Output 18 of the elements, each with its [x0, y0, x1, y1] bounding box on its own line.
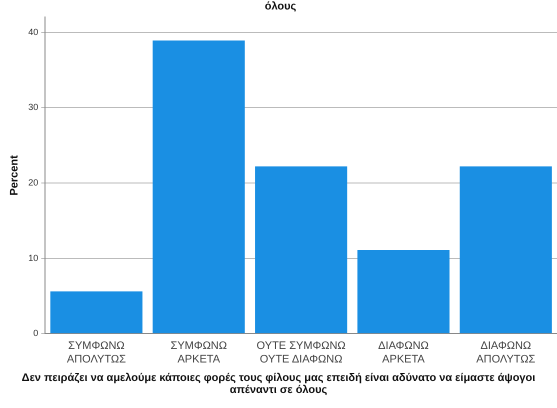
x-tick-label: ΟΥΤΕ ΣΥΜΦΩΝΩ ΟΥΤΕ ΔΙΑΦΩΝΩ — [256, 340, 346, 366]
x-tick-label: ΔΙΑΦΩΝΩ ΑΡΚΕΤΑ — [378, 340, 429, 366]
x-tick-label: ΣΥΜΦΩΝΩ ΑΡΚΕΤΑ — [170, 340, 227, 366]
bar — [357, 250, 450, 334]
x-tick-label: ΔΙΑΦΩΝΩ ΑΠΟΛΥΤΩΣ — [476, 340, 536, 366]
y-tick-label: 40 — [28, 26, 38, 37]
x-axis-title: Δεν πειράζει να αμελούμε κάποιες φορές τους φίλους μας επειδή είναι αδύνατο να είμαστε άψογοι απέναντι σε όλους — [20, 372, 536, 396]
y-tick-label: 20 — [28, 177, 38, 188]
y-tick-label: 0 — [33, 328, 38, 338]
y-tick-label: 10 — [28, 252, 38, 263]
chart-title: όλους — [264, 0, 297, 13]
bar — [50, 291, 142, 334]
bar — [460, 166, 552, 334]
y-tick-label: 30 — [28, 102, 38, 112]
y-axis-title: Percent — [8, 154, 21, 196]
x-tick-label: ΣΥΜΦΩΝΩ ΑΠΟΛΥΤΩΣ — [66, 340, 126, 366]
bar — [152, 40, 245, 334]
bar — [255, 166, 348, 334]
